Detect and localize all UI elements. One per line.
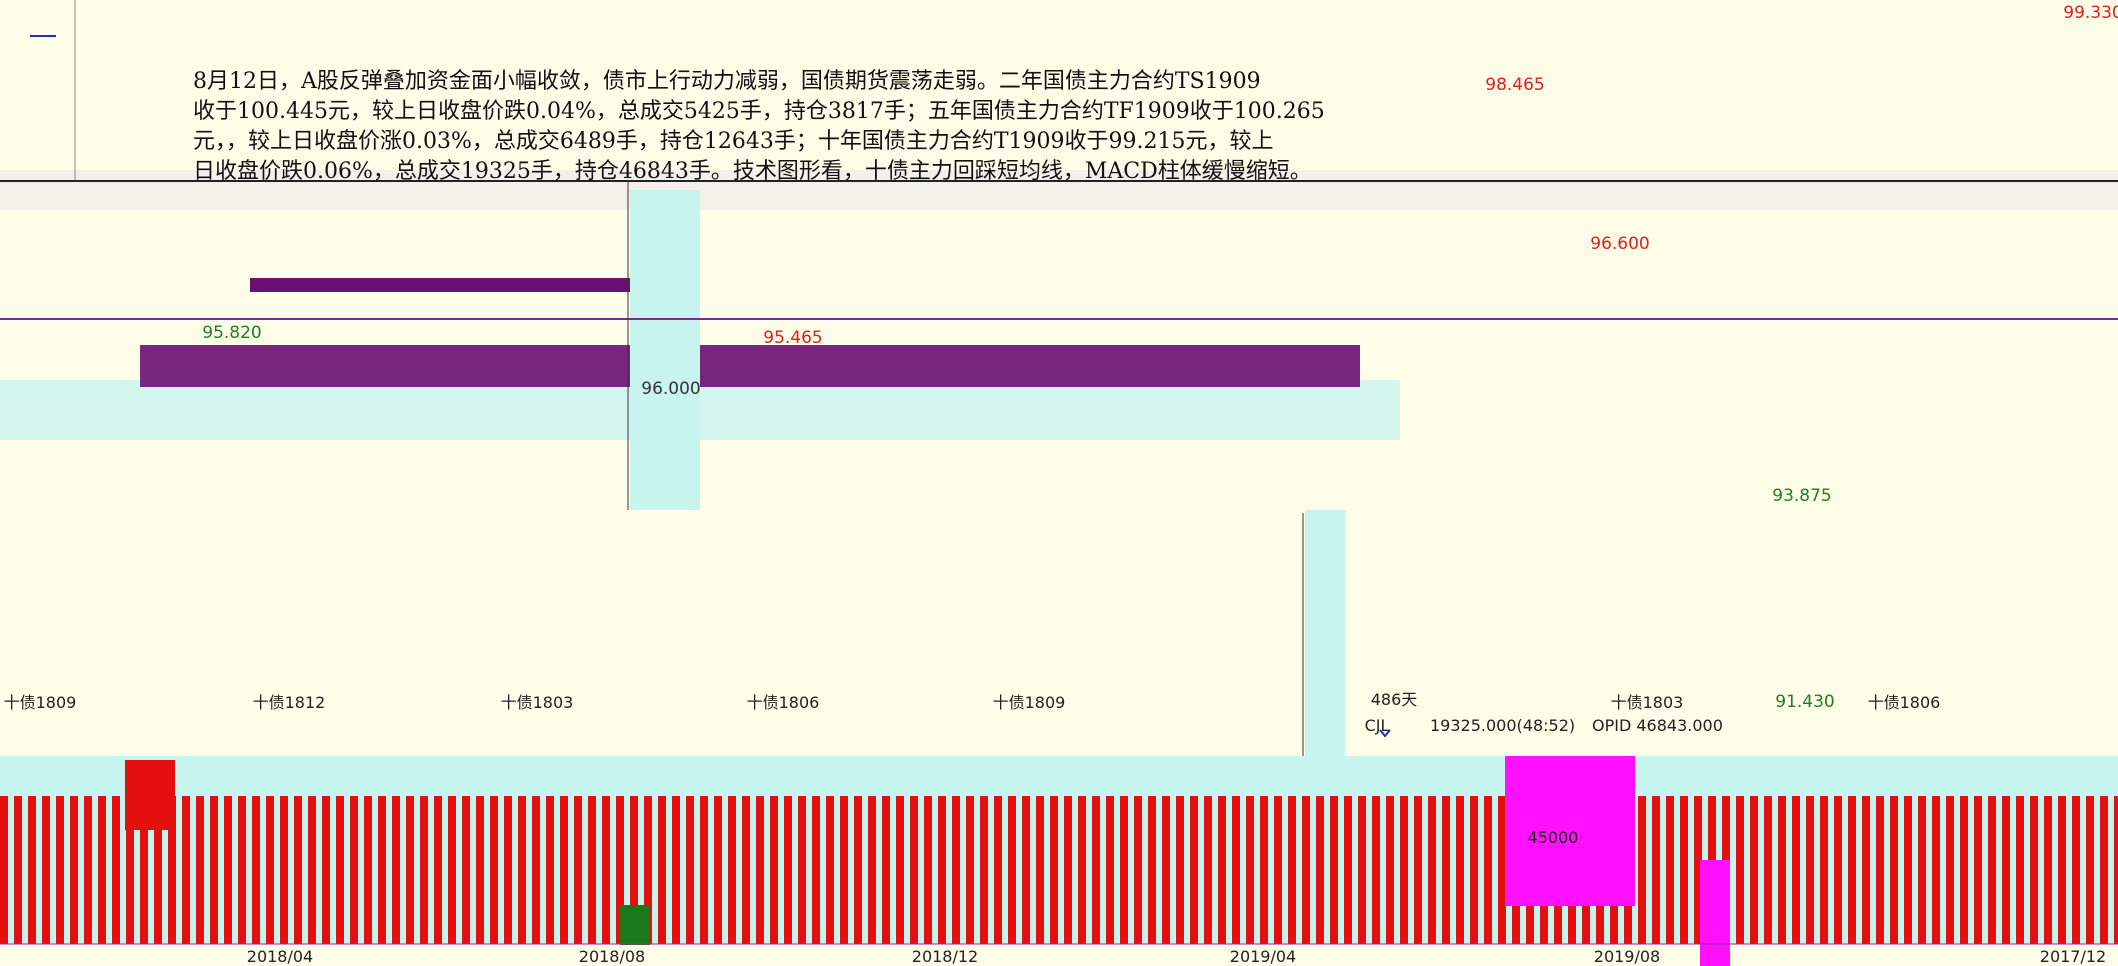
contract-label: 十债1812 [253,693,326,712]
price-label: 98.465 [1485,75,1544,95]
volume-block [1700,860,1730,966]
background-bands [0,0,2118,760]
band [1305,510,1345,760]
contract-label: 十债1803 [1611,693,1684,712]
rule [0,180,2118,182]
band [250,278,630,292]
price-label: 95.820 [202,323,261,343]
volume-scale: 45000 [1528,828,1579,847]
price-label: 96.000 [641,379,700,399]
volume-area [0,756,2118,966]
contract-label: 十债1806 [747,693,820,712]
band [0,170,2118,210]
date-label: 2019/08 [1594,947,1660,966]
price-label: 91.430 [1775,692,1834,712]
date-label: 2018/04 [247,947,313,966]
contract-label: 十债1803 [501,693,574,712]
volume-value: 19325.000(48:52) [1430,716,1575,735]
volume-block [125,760,175,830]
band [140,345,1360,387]
volume-band [0,756,2118,796]
volume-block [1505,756,1635,906]
article-line: 收于100.445元，较上日收盘价跌0.04%，总成交5425手，持仓3817手… [193,99,1325,124]
date-label: 2018/12 [912,947,978,966]
volume-bars [0,796,2118,944]
open-interest: OPID 46843.000 [1592,716,1723,735]
article-line: 8月12日，A股反弹叠加资金面小幅收敛，债市上行动力减弱，国债期货震荡走弱。二年… [193,69,1261,94]
volume-block [620,905,650,945]
article-line: 日收盘价跌0.06%，总成交19325手，持仓46843手。技术图形看，十债主力… [193,159,1312,184]
date-label: 2018/08 [579,947,645,966]
price-label: 95.465 [763,328,822,348]
rule [0,318,2118,320]
date-label: 2019/04 [1230,947,1296,966]
days-label: 486天 [1371,690,1418,709]
price-label: 93.875 [1772,486,1831,506]
indicator-name: CJL [1365,716,1390,735]
article-line: 元，，较上日收盘价涨0.03%，总成交6489手，持仓12643手；十年国债主力… [193,129,1274,154]
date-label: 2017/12 [2040,947,2106,966]
contract-label: 十债1806 [1868,693,1941,712]
contract-label: 十债1809 [993,693,1066,712]
dropdown-icon[interactable] [1379,729,1391,738]
price-label: 99.330 [2063,3,2118,23]
band [630,190,700,510]
price-label: 96.600 [1590,234,1649,254]
contract-label: 十债1809 [4,693,77,712]
